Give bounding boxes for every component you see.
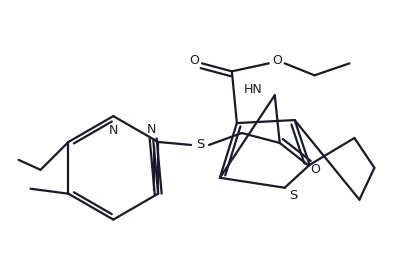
Text: S: S [289,189,297,202]
Text: S: S [196,138,204,151]
Text: N: N [109,124,118,137]
Text: N: N [147,122,156,136]
Text: HN: HN [244,83,263,96]
Text: O: O [272,54,282,67]
Text: O: O [189,54,199,67]
Text: O: O [311,163,321,176]
